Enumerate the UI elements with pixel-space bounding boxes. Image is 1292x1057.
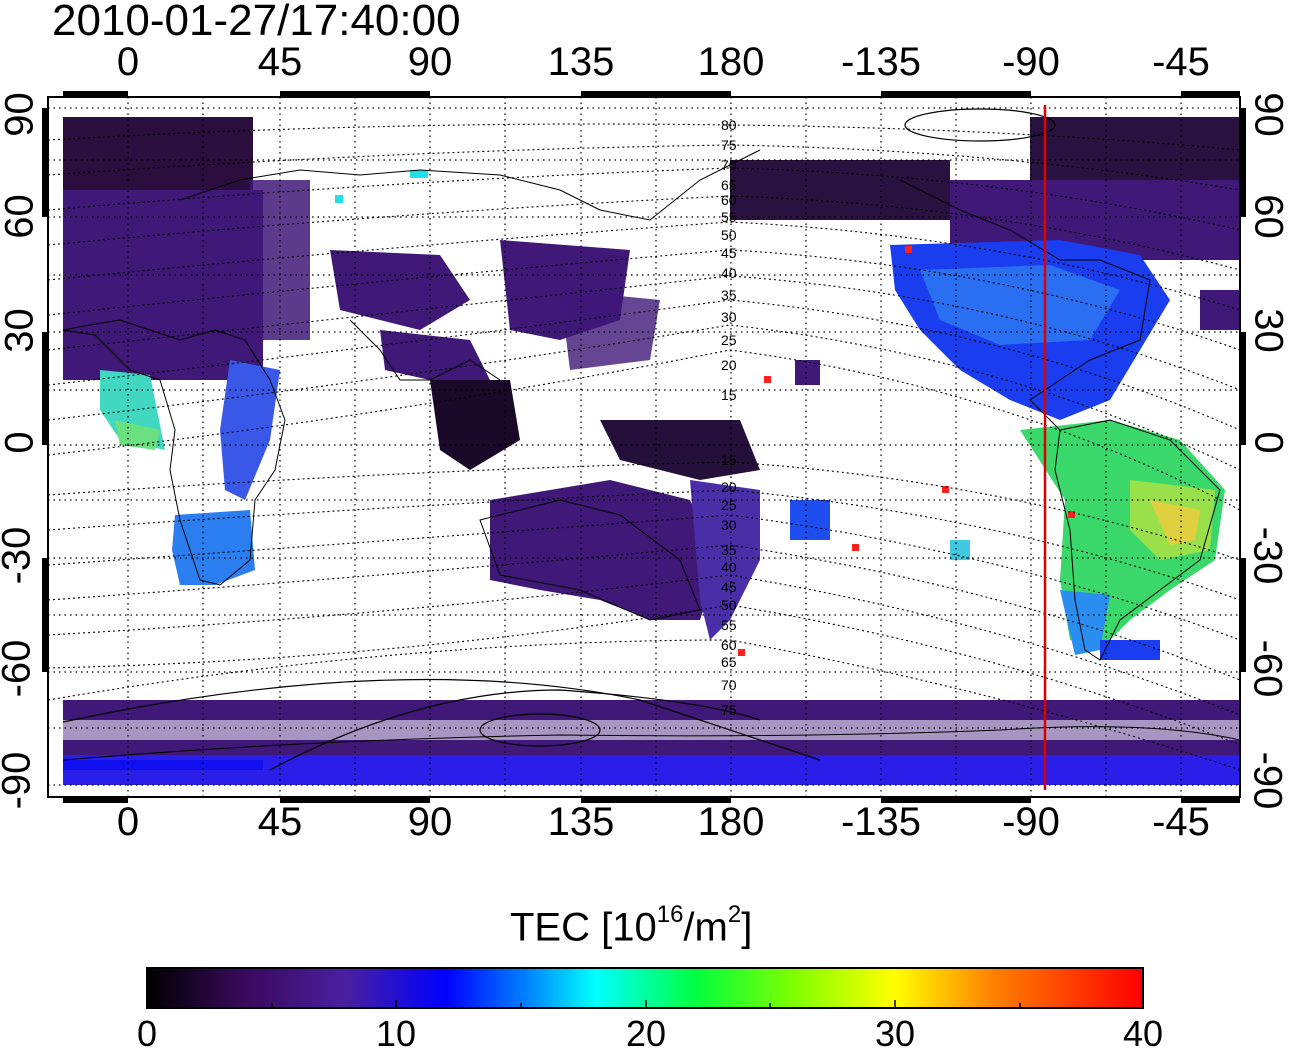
contour-label-north: 30: [721, 309, 737, 325]
colorbar-tick-label: 10: [375, 1013, 417, 1054]
colorbar-ticks: [271, 1000, 1021, 1008]
top-lon-label: 0: [116, 40, 140, 84]
contour-label-north: 20: [721, 357, 737, 373]
right-lat-label: -60: [1245, 639, 1290, 698]
bottom-lon-label: 45: [257, 800, 303, 844]
tec-region-north-polar: [63, 117, 1240, 340]
bottom-lon-label: -90: [1002, 800, 1060, 844]
data-layer: [63, 117, 1240, 785]
right-lat-label: 60: [1246, 194, 1291, 239]
bottom-lon-label: -45: [1152, 800, 1210, 844]
contour-label-north: 55: [721, 209, 737, 225]
contour-label-north: 45: [721, 245, 737, 261]
bottom-lon-label: 0: [116, 800, 140, 844]
right-lat-label: 90: [1246, 92, 1291, 137]
contour-label-north: 50: [721, 227, 737, 243]
contour-label-south: 55: [721, 617, 737, 633]
left-lat-label: -90: [0, 751, 39, 810]
top-lon-label: 45: [257, 40, 303, 84]
left-lat-label: 30: [0, 308, 42, 353]
colorbar-tick-label: 30: [874, 1013, 916, 1054]
top-lon-label: 180: [697, 40, 765, 84]
tec-region-south-america: [1020, 420, 1225, 655]
contour-label-north: 75: [721, 137, 737, 153]
left-lat-label: -30: [0, 526, 39, 585]
magnetic-latitude-contours: [47, 123, 1241, 771]
left-lat-label: 90: [0, 92, 42, 137]
top-lon-label: -90: [1002, 40, 1060, 84]
contour-label-north: 65: [721, 177, 737, 193]
contour-label-south: 40: [721, 559, 737, 575]
colorbar-tick-label: 40: [1122, 1013, 1164, 1054]
left-lat-label: -60: [0, 639, 39, 698]
right-lat-label: -90: [1245, 751, 1290, 810]
colorbar-tick-label: 20: [625, 1013, 667, 1054]
contour-label-south: 20: [721, 479, 737, 495]
contour-label-north: 40: [721, 265, 737, 281]
contour-label-south: 30: [721, 517, 737, 533]
contour-label-north: 15: [721, 387, 737, 403]
colorbar-title: TEC [1016/m2]: [510, 901, 753, 950]
left-lat-label: 60: [0, 194, 42, 239]
left-lat-label: 0: [0, 431, 42, 454]
contour-label-south: 45: [721, 579, 737, 595]
contour-label-south: 35: [721, 542, 737, 558]
contour-label-south: 60: [721, 637, 737, 653]
contour-label-group: 80 75 70 65 60 55 50 45 40 35 30 25 20 1…: [721, 117, 737, 718]
contour-label-north: 80: [721, 117, 737, 133]
tec-region-africa: [63, 320, 280, 585]
right-lat-label: -30: [1245, 526, 1290, 585]
tec-region-south-polar: [63, 700, 1240, 785]
top-lon-label: -45: [1152, 40, 1210, 84]
solid-contours: [62, 108, 1056, 771]
contour-label-north: 70: [721, 157, 737, 173]
top-lon-label: -135: [840, 40, 922, 84]
top-lon-label: 135: [547, 40, 615, 84]
contour-label-south: 50: [721, 597, 737, 613]
map-gridlines: [48, 97, 1240, 797]
contour-label-south: 75: [721, 702, 737, 718]
bottom-lon-label: 90: [407, 800, 453, 844]
contour-label-north: 35: [721, 287, 737, 303]
contour-label-south: 25: [721, 497, 737, 513]
top-lon-label: 90: [407, 40, 453, 84]
right-lat-label: 0: [1246, 431, 1291, 454]
timestamp-title: 2010-01-27/17:40:00: [52, 0, 461, 45]
bottom-lon-label: 180: [697, 800, 765, 844]
bottom-lon-label: 135: [547, 800, 615, 844]
colorbar-tick-label: 0: [136, 1013, 158, 1054]
coastlines: [62, 149, 1241, 761]
right-lat-label: 30: [1246, 308, 1291, 353]
tec-region-north-america: [890, 240, 1170, 420]
bottom-lon-label: -135: [840, 800, 922, 844]
contour-label-north: 60: [721, 192, 737, 208]
contour-label-south: 65: [721, 654, 737, 670]
contour-label-north: 25: [721, 332, 737, 348]
contour-label-south: 70: [721, 677, 737, 693]
contour-label-south: 15: [721, 452, 737, 468]
tec-region-asia-pacific: [330, 240, 760, 640]
frame-tick-bars: [42, 91, 1246, 803]
colorbar: [146, 967, 1144, 1009]
